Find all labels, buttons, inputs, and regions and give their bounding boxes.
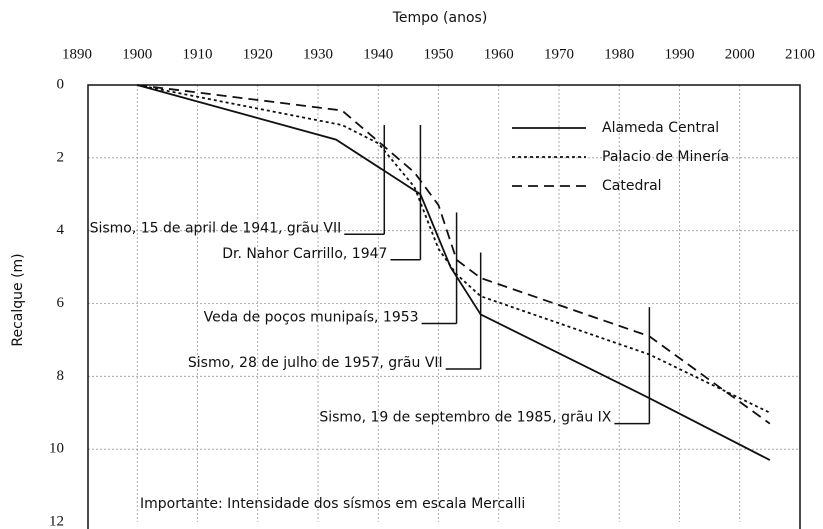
- plot-frame: [87, 84, 801, 529]
- y-tick-label: 8: [57, 368, 65, 384]
- annotation-text: Sismo, 28 de julho de 1957, grãu VII: [188, 355, 443, 371]
- x-tick-label: 1900: [122, 46, 152, 62]
- y-tick-label: 12: [49, 513, 64, 529]
- legend-label: Catedral: [602, 178, 662, 194]
- x-tick-label: 1960: [484, 46, 514, 62]
- x-tick-label: 2100: [785, 46, 815, 62]
- y-tick-label: 2: [57, 149, 65, 165]
- annotation-text: Sismo, 19 de septembro de 1985, grãu IX: [319, 410, 611, 426]
- x-tick-label: 1970: [544, 46, 574, 62]
- annotation-text: Sismo, 15 de april de 1941, grãu VII: [90, 220, 342, 236]
- x-tick-label: 1890: [62, 46, 92, 62]
- y-axis-label: Recalque (m): [10, 253, 26, 346]
- x-tick-label: 1950: [424, 46, 454, 62]
- y-tick-label: 6: [57, 295, 65, 311]
- legend-label: Alameda Central: [602, 120, 719, 136]
- y-tick-label: 0: [57, 76, 65, 92]
- y-tick-label: 10: [49, 441, 64, 457]
- x-tick-label: 1990: [665, 46, 695, 62]
- x-tick-label: 1930: [303, 46, 333, 62]
- note: Importante: Intensidade dos sísmos em es…: [140, 496, 525, 512]
- y-tick-label: 4: [57, 222, 65, 238]
- annotation-text: Veda de poços munipaís, 1953: [204, 310, 419, 326]
- x-tick-label: 1980: [604, 46, 634, 62]
- series-line: [137, 84, 771, 425]
- series-line: [137, 84, 771, 414]
- chart-title: Tempo (anos): [392, 10, 488, 26]
- series-line: [137, 84, 771, 461]
- x-tick-label: 1920: [243, 46, 273, 62]
- x-tick-label: 2000: [725, 46, 755, 62]
- annotation-text: Dr. Nahor Carrillo, 1947: [222, 246, 387, 262]
- legend-label: Palacio de Minería: [602, 149, 729, 165]
- x-tick-label: 1910: [183, 46, 213, 62]
- x-tick-label: 1940: [363, 46, 393, 62]
